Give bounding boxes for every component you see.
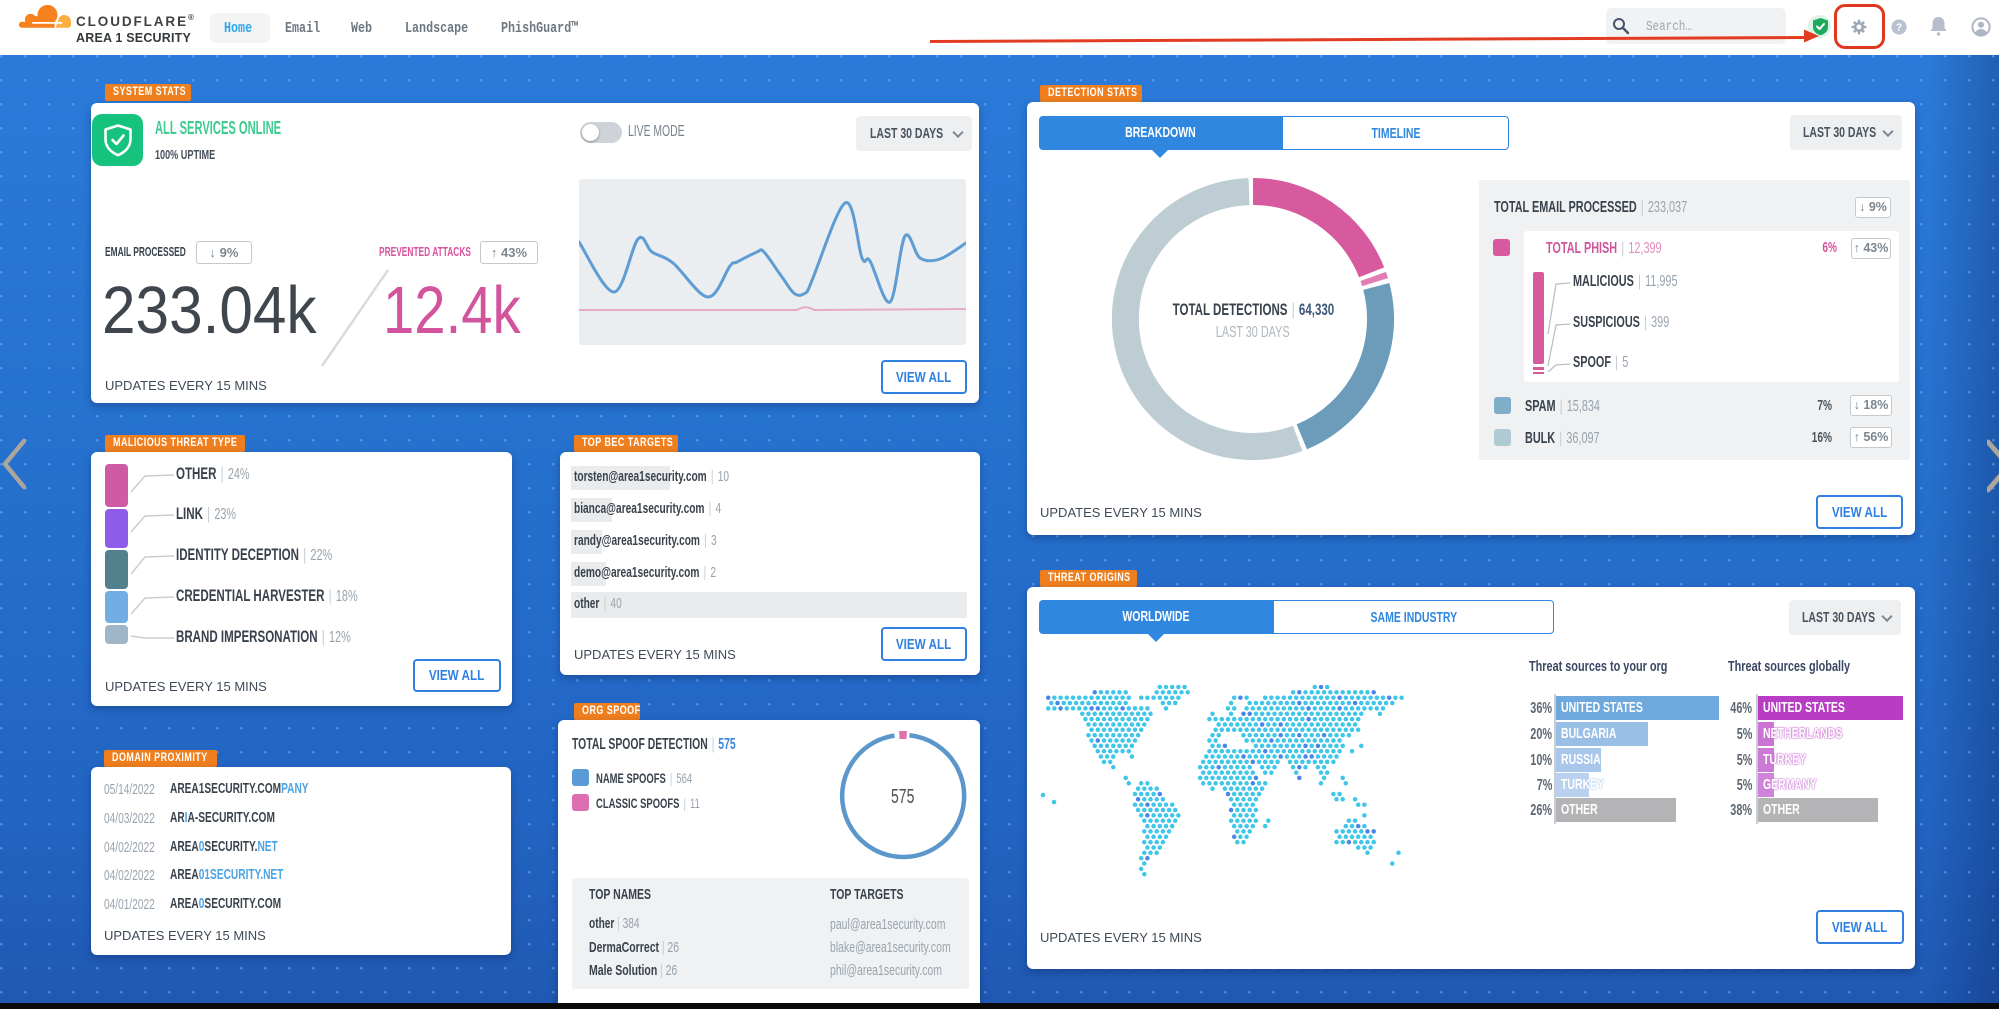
svg-text:?: ? xyxy=(1896,23,1902,34)
